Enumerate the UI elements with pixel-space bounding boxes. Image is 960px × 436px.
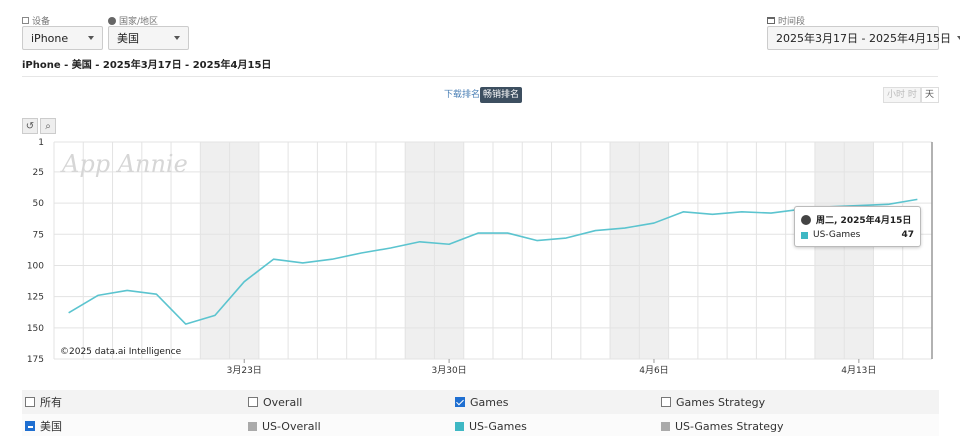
legend-filter-row: 所有 Overall Games Games Strategy bbox=[22, 390, 939, 414]
y-tick-label: 50 bbox=[33, 199, 45, 209]
legend-filter-games[interactable]: Games bbox=[455, 390, 508, 414]
legend-swatch bbox=[248, 421, 257, 431]
app-annie-watermark: App Annie bbox=[60, 150, 188, 178]
download-rank-tab[interactable]: 下载排名 bbox=[444, 90, 481, 100]
x-tick-label: 4月13日 bbox=[841, 365, 876, 376]
chevron-down-icon bbox=[174, 36, 180, 40]
checkbox-icon bbox=[25, 397, 35, 407]
x-tick-label: 3月23日 bbox=[227, 365, 262, 376]
chevron-down-icon bbox=[88, 36, 94, 40]
minus-checkbox-icon bbox=[25, 421, 35, 431]
y-tick-label: 125 bbox=[27, 293, 44, 303]
series-line-us-games bbox=[68, 198, 918, 325]
x-tick-label: 3月30日 bbox=[432, 365, 467, 376]
reset-zoom-button[interactable]: ↺ bbox=[22, 118, 38, 134]
tooltip-value: 47 bbox=[901, 230, 914, 240]
chevron-down-icon bbox=[956, 36, 960, 40]
zoom-button[interactable]: ⌕ bbox=[40, 118, 56, 134]
globe-icon bbox=[801, 214, 811, 225]
device-select[interactable]: iPhone bbox=[22, 26, 103, 50]
country-select[interactable]: 美国 bbox=[108, 26, 189, 50]
tooltip-swatch bbox=[801, 231, 808, 239]
legend-series-us-games-strategy[interactable]: US-Games Strategy bbox=[661, 414, 784, 436]
hourly-button[interactable]: 小时 时 bbox=[883, 87, 921, 103]
chart-credit: ©2025 data.ai Intelligence bbox=[60, 347, 182, 357]
period-label: 时间段 bbox=[767, 14, 805, 27]
legend-filter-overall[interactable]: Overall bbox=[248, 390, 302, 414]
page-subtitle: iPhone - 美国 - 2025年3月17日 - 2025年4月15日 bbox=[22, 60, 272, 71]
x-tick-label: 4月6日 bbox=[639, 365, 668, 376]
grossing-rank-tab[interactable]: 畅销排名 bbox=[480, 87, 523, 103]
device-label: 设备 bbox=[22, 14, 50, 27]
checked-checkbox-icon bbox=[455, 397, 465, 407]
y-tick-label: 175 bbox=[27, 355, 44, 365]
checkbox-icon bbox=[661, 397, 671, 407]
tooltip-series: US-Games bbox=[813, 230, 861, 240]
tooltip-date: 周二, 2025年4月15日 bbox=[816, 216, 912, 226]
daily-button[interactable]: 天 bbox=[921, 87, 939, 103]
chart-tooltip: 周二, 2025年4月15日 US-Games 47 bbox=[794, 206, 921, 247]
checkbox-icon bbox=[22, 17, 29, 24]
period-select[interactable]: 2025年3月17日 - 2025年4月15日 bbox=[767, 26, 960, 50]
legend-group-us[interactable]: 美国 bbox=[25, 414, 62, 436]
legend-filter-all[interactable]: 所有 bbox=[25, 390, 62, 414]
reset-icon: ↺ bbox=[25, 120, 35, 132]
globe-icon bbox=[108, 16, 116, 25]
y-tick-label: 25 bbox=[33, 168, 44, 178]
y-tick-label: 150 bbox=[27, 324, 44, 334]
legend-series-us-games[interactable]: US-Games bbox=[455, 414, 527, 436]
legend-swatch bbox=[661, 421, 670, 431]
y-tick-label: 100 bbox=[27, 261, 44, 271]
calendar-icon bbox=[767, 17, 775, 24]
legend-series-row: 美国 US-Overall US-Games US-Games Strategy bbox=[22, 414, 939, 436]
divider bbox=[22, 76, 938, 77]
y-tick-label: 75 bbox=[33, 230, 44, 240]
zoom-icon: ⌕ bbox=[45, 120, 51, 132]
y-tick-label: 1 bbox=[38, 138, 44, 148]
country-label: 国家/地区 bbox=[108, 14, 158, 27]
legend-filter-games-strategy[interactable]: Games Strategy bbox=[661, 390, 765, 414]
checkbox-icon bbox=[248, 397, 258, 407]
legend-swatch bbox=[455, 421, 464, 431]
legend-series-us-overall[interactable]: US-Overall bbox=[248, 414, 321, 436]
